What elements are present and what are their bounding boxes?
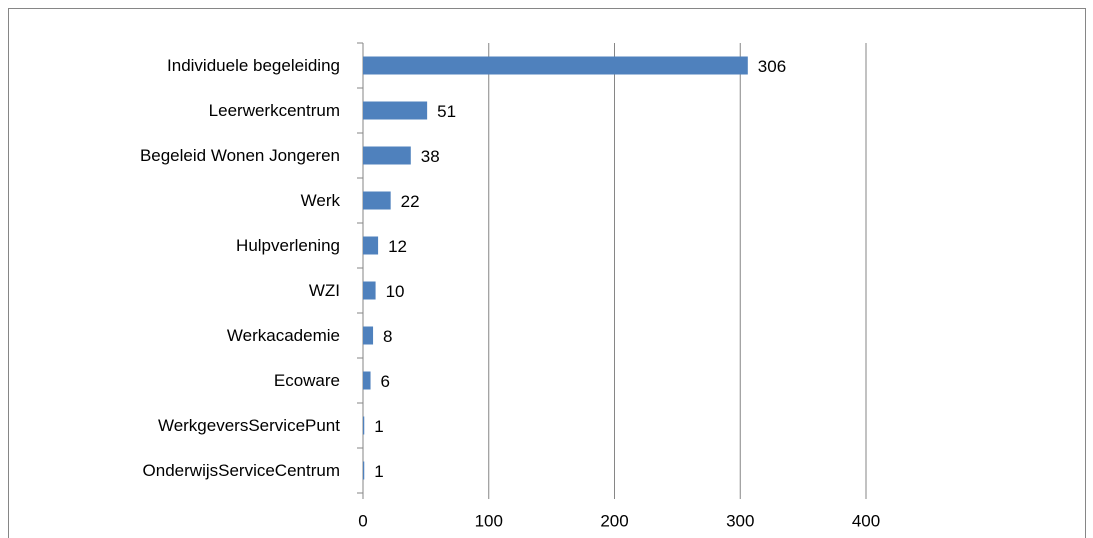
bar xyxy=(363,146,411,165)
x-tick-label: 300 xyxy=(726,511,754,530)
bar xyxy=(363,101,428,120)
data-label: 38 xyxy=(421,147,440,166)
x-tick-label: 100 xyxy=(475,511,503,530)
y-tick-label: Leerwerkcentrum xyxy=(209,101,340,120)
bar xyxy=(363,416,365,435)
bar xyxy=(363,326,374,345)
data-label: 306 xyxy=(758,57,786,76)
data-label: 1 xyxy=(374,417,383,436)
bar xyxy=(363,191,391,210)
data-label: 6 xyxy=(381,372,390,391)
y-tick-label: Individuele begeleiding xyxy=(167,56,340,75)
y-tick-label: Hulpverlening xyxy=(236,236,340,255)
data-label: 8 xyxy=(383,327,392,346)
data-label: 51 xyxy=(437,102,456,121)
data-label: 12 xyxy=(388,237,407,256)
bar xyxy=(363,371,371,390)
y-tick-label: Begeleid Wonen Jongeren xyxy=(140,146,340,165)
data-label: 1 xyxy=(374,462,383,481)
y-tick-label: Werkacademie xyxy=(227,326,340,345)
x-tick-label: 200 xyxy=(600,511,628,530)
y-tick-label: WZI xyxy=(309,281,340,300)
y-tick-label: WerkgeversServicePunt xyxy=(158,416,340,435)
y-tick-label: Ecoware xyxy=(274,371,340,390)
bar xyxy=(363,281,376,300)
x-tick-label: 0 xyxy=(358,511,367,530)
chart-frame xyxy=(8,8,1086,538)
data-label: 22 xyxy=(401,192,420,211)
x-tick-label: 400 xyxy=(852,511,880,530)
y-tick-label: OnderwijsServiceCentrum xyxy=(143,461,340,480)
bar xyxy=(363,461,365,480)
bar xyxy=(363,236,379,255)
bar xyxy=(363,56,748,75)
data-label: 10 xyxy=(386,282,405,301)
y-tick-label: Werk xyxy=(301,191,341,210)
